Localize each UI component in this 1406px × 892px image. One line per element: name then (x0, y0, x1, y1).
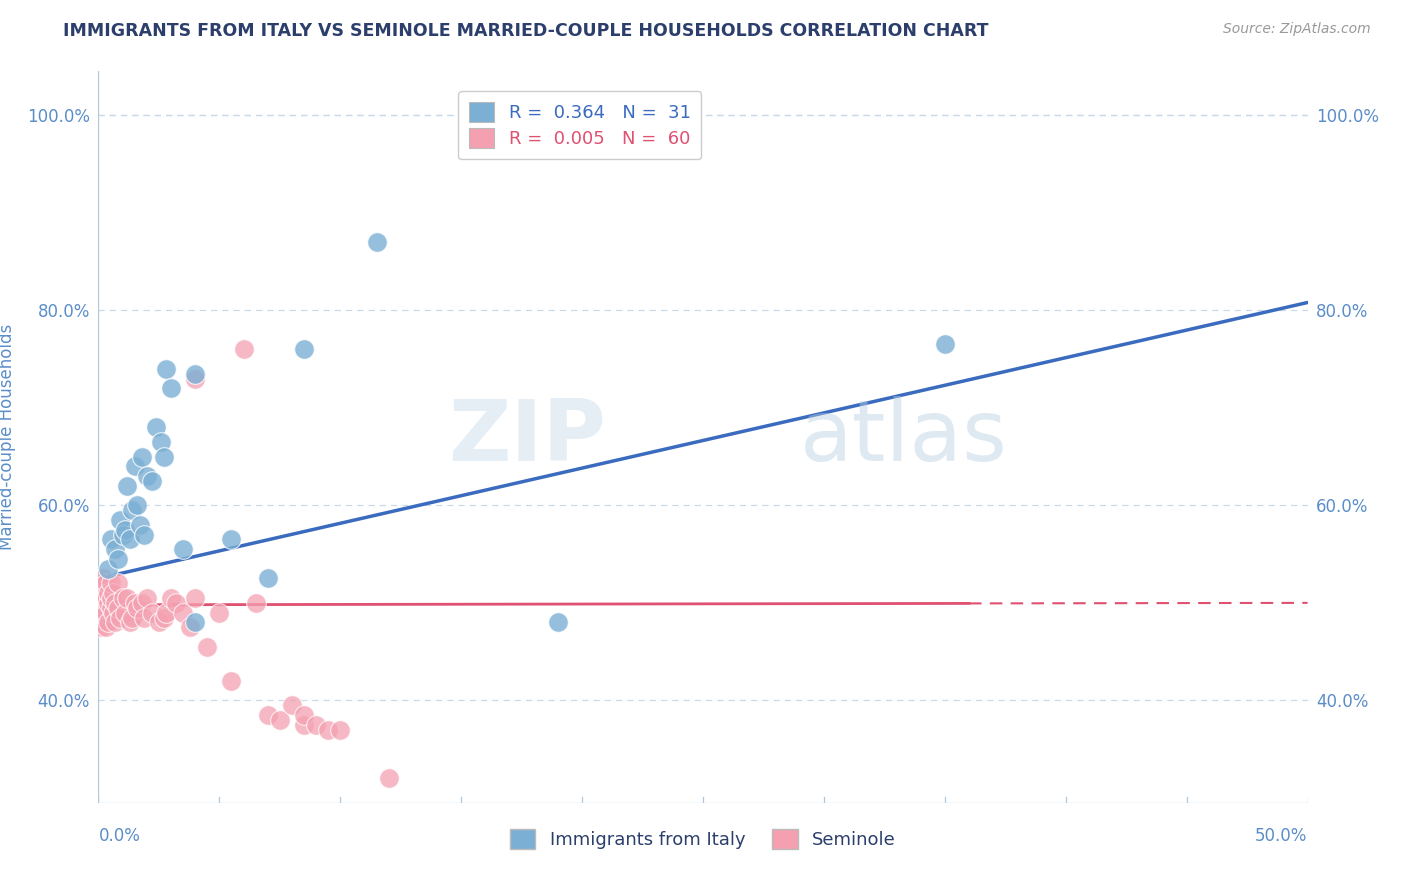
Point (208, 606, 231, 620)
Point (90, 610, 112, 624)
Point (121, 610, 143, 624)
Point (141, 606, 163, 620)
Legend: Immigrants from Italy, Seminole: Immigrants from Italy, Seminole (503, 822, 903, 856)
Point (100, 533, 122, 547)
Point (124, 459, 146, 474)
Point (91, 606, 114, 620)
Point (111, 527, 134, 541)
Point (152, 450, 174, 464)
Point (292, 718, 315, 732)
Text: 50.0%: 50.0% (1256, 827, 1308, 846)
Point (184, 371, 207, 385)
Point (135, 591, 157, 605)
Point (148, 615, 170, 630)
Point (97, 586, 120, 600)
Point (195, 640, 218, 654)
Point (91, 586, 114, 600)
Point (117, 591, 139, 605)
Point (134, 527, 156, 541)
Point (256, 708, 278, 723)
Point (135, 469, 157, 483)
Point (179, 620, 201, 634)
Point (131, 596, 153, 610)
Point (107, 576, 129, 591)
Point (104, 542, 127, 557)
Text: Source: ZipAtlas.com: Source: ZipAtlas.com (1223, 22, 1371, 37)
Point (104, 615, 127, 630)
Point (292, 343, 315, 357)
Point (118, 615, 141, 630)
Point (184, 615, 207, 630)
Point (131, 450, 153, 464)
Point (221, 533, 243, 547)
Point (114, 523, 136, 537)
Point (155, 606, 177, 620)
Point (221, 673, 243, 688)
Point (145, 420, 167, 434)
Point (547, 615, 569, 630)
Point (108, 513, 131, 527)
Point (292, 708, 315, 723)
Point (152, 610, 174, 624)
Point (107, 552, 129, 566)
Point (134, 610, 156, 624)
Y-axis label: Married-couple Households: Married-couple Households (0, 324, 15, 550)
Point (91, 600, 114, 615)
Point (232, 343, 254, 357)
Point (316, 723, 339, 737)
Point (114, 606, 136, 620)
Point (366, 235, 388, 249)
Point (118, 533, 141, 547)
Point (160, 381, 183, 395)
Point (100, 576, 122, 591)
Point (94, 606, 117, 620)
Point (165, 596, 187, 610)
Point (128, 517, 150, 532)
Point (90, 576, 112, 591)
Point (100, 591, 122, 605)
Point (934, 337, 956, 351)
Point (87, 596, 110, 610)
Point (107, 600, 129, 615)
Point (184, 367, 207, 381)
Point (90, 620, 112, 634)
Text: IMMIGRANTS FROM ITALY VS SEMINOLE MARRIED-COUPLE HOUSEHOLDS CORRELATION CHART: IMMIGRANTS FROM ITALY VS SEMINOLE MARRIE… (63, 22, 988, 40)
Point (124, 596, 146, 610)
Point (172, 542, 194, 557)
Point (256, 572, 278, 586)
Text: ZIP: ZIP (449, 395, 606, 479)
Point (97, 562, 120, 576)
Point (141, 474, 163, 488)
Point (172, 606, 194, 620)
Point (101, 586, 124, 600)
Text: atlas: atlas (800, 395, 1008, 479)
Point (155, 361, 177, 376)
Point (101, 606, 124, 620)
Point (150, 434, 173, 449)
Point (94, 576, 117, 591)
Text: 0.0%: 0.0% (98, 827, 141, 846)
Point (245, 596, 267, 610)
Point (97, 615, 120, 630)
Point (111, 591, 134, 605)
Point (377, 772, 399, 786)
Point (91, 591, 114, 605)
Point (160, 591, 183, 605)
Point (91, 572, 114, 586)
Point (281, 698, 304, 713)
Point (184, 591, 207, 605)
Point (329, 723, 352, 737)
Point (100, 600, 122, 615)
Point (127, 499, 149, 513)
Point (97, 596, 120, 610)
Point (121, 503, 143, 517)
Point (305, 718, 328, 732)
Point (94, 620, 117, 634)
Point (117, 479, 139, 493)
Point (94, 591, 117, 605)
Point (269, 713, 291, 727)
Point (127, 600, 149, 615)
Point (108, 610, 131, 624)
Point (104, 596, 127, 610)
